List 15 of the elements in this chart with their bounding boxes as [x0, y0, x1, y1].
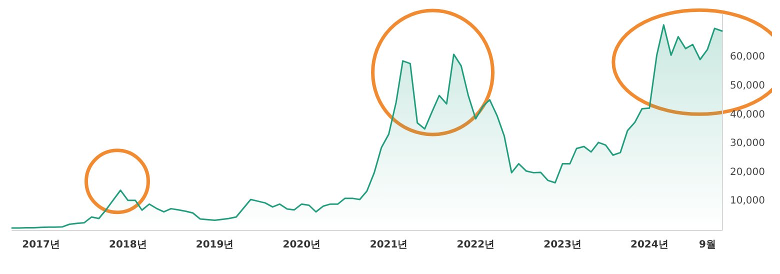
- x-tick-label: 2017년: [22, 240, 60, 250]
- y-tick-label: 50,000: [730, 80, 765, 92]
- x-tick-label: 2024년: [630, 240, 668, 250]
- y-tick-label: 40,000: [730, 109, 765, 120]
- x-tick-label: 2023년: [544, 240, 582, 250]
- y-tick-label: 60,000: [730, 52, 765, 63]
- y-tick-label: 10,000: [730, 196, 765, 207]
- x-tick-label: 2022년: [456, 240, 495, 250]
- x-tick-label: 2021년: [370, 240, 408, 250]
- x-tick-label: 2018년: [108, 240, 147, 250]
- x-tick-label: 9월: [698, 240, 716, 250]
- y-tick-label: 30,000: [730, 138, 765, 150]
- x-tick-label: 2019년: [196, 240, 234, 250]
- y-tick-label: 20,000: [730, 166, 765, 178]
- x-tick-label: 2020년: [282, 240, 321, 250]
